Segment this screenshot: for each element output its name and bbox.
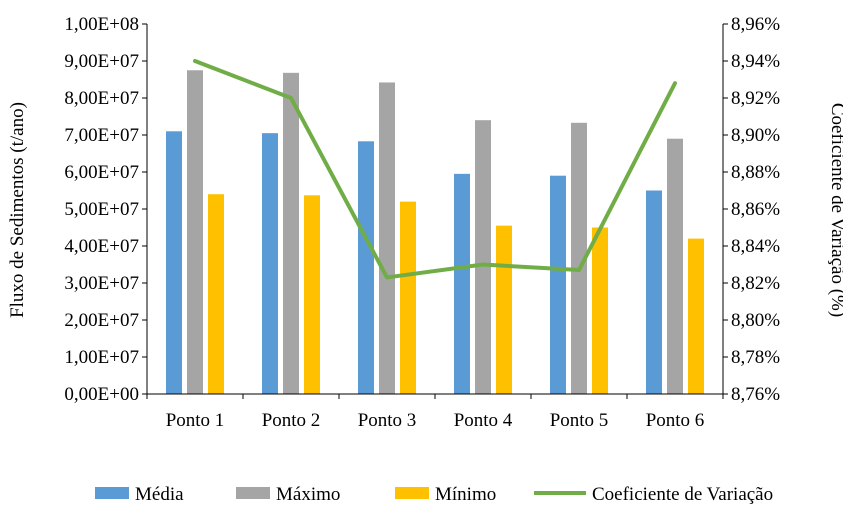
y2-tick-label: 8,76% [731,384,780,405]
bar-minimo [304,195,320,394]
y2-tick-label: 8,78% [731,347,780,368]
y-tick-label: 9,00E+07 [64,51,139,72]
bars-group [166,70,704,394]
y-tick-label: 2,00E+07 [64,310,139,331]
y-tick-label: 6,00E+07 [64,162,139,183]
legend-label: Mínimo [435,484,496,505]
y-tick-label: 5,00E+07 [64,199,139,220]
bar-minimo [592,228,608,395]
x-tick-label: Ponto 3 [358,410,417,431]
y2-tick-label: 8,94% [731,51,780,72]
y2-tick-label: 8,92% [731,88,780,109]
y2-tick-label: 8,96% [731,14,780,35]
x-tick-label: Ponto 2 [262,410,321,431]
legend: Média Máximo Mínimo Coeficiente de Variação [95,484,773,505]
bar-maximo [667,139,683,394]
bar-media [646,191,662,395]
bar-minimo [496,226,512,394]
bar-maximo [475,120,491,394]
x-tick-label: Ponto 1 [166,410,225,431]
legend-label: Coeficiente de Variação [592,484,773,505]
y-tick-label: 7,00E+07 [64,125,139,146]
bar-media [454,174,470,394]
y2-tick-label: 8,90% [731,125,780,146]
y-tick-label: 3,00E+07 [64,273,139,294]
legend-swatch [95,487,129,499]
y-tick-label: 0,00E+00 [64,384,139,405]
y-tick-label: 4,00E+07 [64,236,139,257]
x-tick-label: Ponto 4 [454,410,513,431]
legend-swatch [236,487,270,499]
y2-tick-label: 8,86% [731,199,780,220]
y2-tick-label: 8,88% [731,162,780,183]
bar-minimo [208,194,224,394]
x-tick-label: Ponto 6 [646,410,705,431]
legend-label: Máximo [276,484,340,505]
y2-tick-label: 8,82% [731,273,780,294]
left-axis-ticks: 0,00E+00 1,00E+07 2,00E+07 3,00E+07 4,00E+07… [64,14,139,405]
bar-media [262,133,278,394]
x-tick-label: Ponto 5 [550,410,609,431]
y2-tick-label: 8,84% [731,236,780,257]
bar-media [358,141,374,394]
legend-label: Média [135,484,184,505]
left-axis-title: Fluxo de Sedimentos (t/ano) [7,102,28,318]
category-axis-ticks: Ponto 1 Ponto 2 Ponto 3 Ponto 4 Ponto 5 Ponto… [166,410,705,431]
legend-swatch [395,487,429,499]
bar-maximo [187,70,203,394]
y-tick-label: 1,00E+07 [64,347,139,368]
bar-maximo [283,73,299,394]
bar-media [166,131,182,394]
y2-tick-label: 8,80% [731,310,780,331]
right-axis-title: Coeficiente de Variação (%) [827,103,843,317]
y-tick-label: 1,00E+08 [64,14,139,35]
bar-minimo [400,202,416,394]
axes-group [142,24,728,399]
bar-maximo [379,82,395,394]
bar-minimo [688,239,704,394]
right-axis-ticks: 8,76% 8,78% 8,80% 8,82% 8,84% 8,86% 8,88% 8,90%… [731,14,780,405]
y-tick-label: 8,00E+07 [64,88,139,109]
bar-media [550,176,566,394]
